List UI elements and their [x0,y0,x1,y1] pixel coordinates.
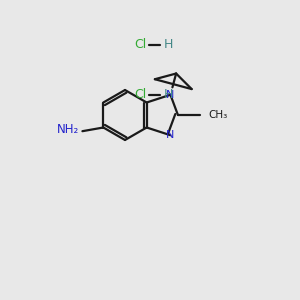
Text: N: N [166,90,175,100]
Text: N: N [166,130,175,140]
Text: CH₃: CH₃ [208,110,228,120]
Text: H: H [163,38,173,52]
Text: Cl: Cl [134,88,146,101]
Text: NH₂: NH₂ [57,123,80,136]
Text: H: H [163,88,173,101]
Text: Cl: Cl [134,38,146,52]
